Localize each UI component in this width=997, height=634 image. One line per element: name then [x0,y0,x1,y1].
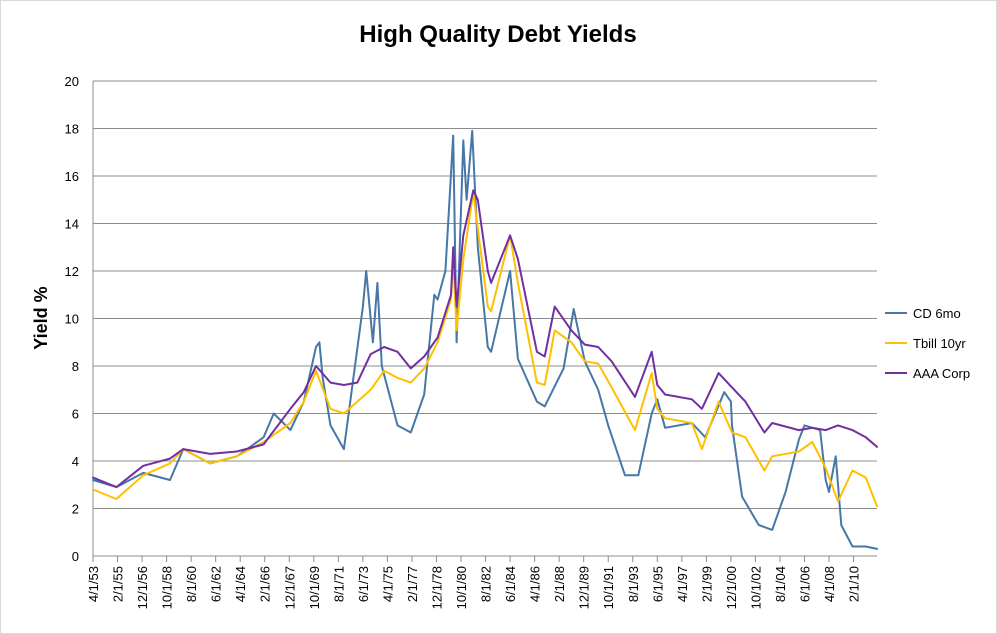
x-tick-label: 4/1/75 [380,566,395,602]
x-tick-label: 4/1/53 [86,566,101,602]
y-tick-label: 4 [72,454,79,469]
x-tick-label: 6/1/06 [798,566,813,602]
y-tick-label: 0 [72,549,79,564]
x-tick-label: 2/1/66 [258,566,273,602]
x-tick-label: 2/1/99 [699,566,714,602]
x-tick-label: 6/1/73 [356,566,371,602]
x-tick-label: 2/1/10 [847,566,862,602]
y-tick-label: 18 [65,122,79,137]
series-line-0 [92,129,878,550]
x-tick-label: 4/1/86 [528,566,543,602]
legend: CD 6mo Tbill 10yr AAA Corp [885,306,970,381]
y-tick-label: 6 [72,407,79,422]
x-tick-label: 6/1/95 [650,566,665,602]
legend-label-1: Tbill 10yr [913,336,966,351]
x-tick-label: 6/1/84 [503,566,518,602]
y-tick-label: 2 [72,502,79,517]
x-tick-label: 10/1/69 [307,566,322,609]
x-tick-label: 10/1/58 [160,566,175,609]
x-tick-label: 2/1/55 [111,566,126,602]
series-line-2 [92,189,878,489]
y-tick-label: 20 [65,74,79,89]
x-tick-label: 12/1/89 [577,566,592,609]
x-axis-ticks: 4/1/53 2/1/55 12/1/56 10/1/58 8/1/60 6/1/62 4/… [86,556,862,609]
series-lines [92,129,878,550]
y-axis-label: Yield % [31,286,51,349]
x-tick-label: 4/1/97 [675,566,690,602]
x-tick-label: 4/1/08 [822,566,837,602]
y-tick-label: 10 [65,312,79,327]
legend-label-0: CD 6mo [913,306,961,321]
x-tick-label: 12/1/00 [724,566,739,609]
chart-title: High Quality Debt Yields [359,21,636,48]
x-tick-label: 10/1/80 [454,566,469,609]
x-tick-label: 12/1/78 [429,566,444,609]
x-tick-label: 10/1/91 [601,566,616,609]
x-tick-label: 8/1/82 [479,566,494,602]
y-tick-label: 16 [65,169,79,184]
x-tick-label: 10/1/02 [748,566,763,609]
series-line-1 [92,191,878,508]
y-tick-label: 14 [65,217,79,232]
x-tick-label: 6/1/62 [209,566,224,602]
x-tick-label: 8/1/93 [626,566,641,602]
x-tick-label: 2/1/88 [552,566,567,602]
x-tick-label: 12/1/67 [282,566,297,609]
x-tick-label: 8/1/04 [773,566,788,602]
x-tick-label: 4/1/64 [233,566,248,602]
x-tick-label: 2/1/77 [405,566,420,602]
x-tick-label: 8/1/60 [184,566,199,602]
legend-label-2: AAA Corp [913,366,970,381]
y-axis-ticks: 0 2 4 6 8 10 12 14 16 18 20 [65,74,79,564]
y-tick-label: 12 [65,264,79,279]
y-tick-label: 8 [72,359,79,374]
x-tick-label: 12/1/56 [135,566,150,609]
x-tick-label: 8/1/71 [331,566,346,602]
